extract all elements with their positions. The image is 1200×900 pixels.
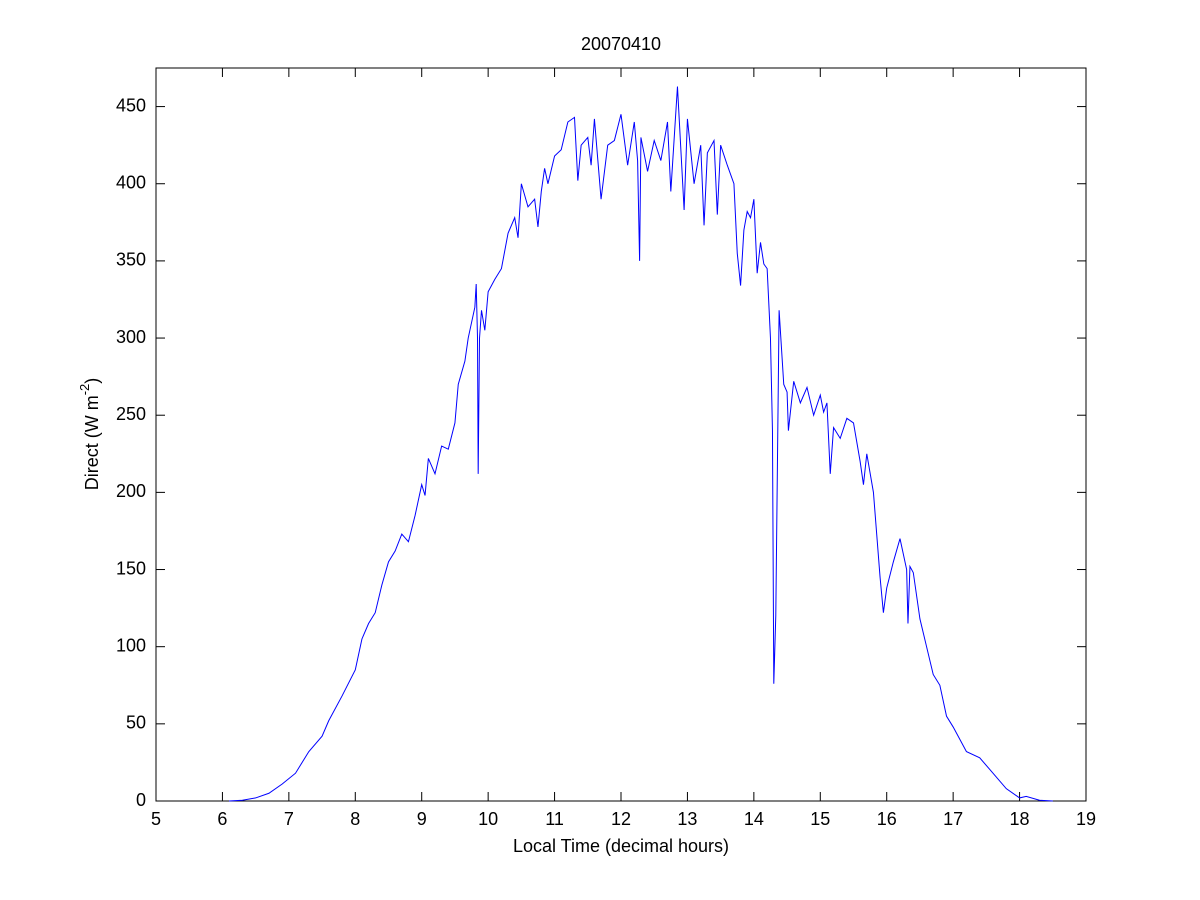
y-label-suffix: ) [82, 378, 102, 384]
y-tick-label: 50 [126, 713, 146, 733]
y-axis-label: Direct (W m-2) [77, 378, 101, 491]
plot-frame [155, 67, 1087, 802]
x-tick-label: 19 [1076, 809, 1096, 829]
x-axis-label: Local Time (decimal hours) [513, 836, 729, 856]
x-tick-label: 7 [284, 809, 294, 829]
x-tick-label: 9 [417, 809, 427, 829]
y-label-superscript: -2 [77, 384, 92, 396]
x-tick-label: 6 [217, 809, 227, 829]
y-label-text: Direct (W m [82, 395, 102, 490]
x-tick-label: 13 [677, 809, 697, 829]
x-tick-label: 12 [611, 809, 631, 829]
y-tick-label: 200 [116, 481, 146, 501]
y-tick-label: 100 [116, 635, 146, 655]
x-tick-label: 17 [943, 809, 963, 829]
x-tick-label: 10 [478, 809, 498, 829]
y-tick-label: 300 [116, 327, 146, 347]
y-tick-label: 450 [116, 95, 146, 115]
x-tick-label: 11 [545, 809, 564, 829]
y-tick-label: 400 [116, 172, 146, 192]
x-tick-label: 8 [350, 809, 360, 829]
x-tick-label: 5 [151, 809, 161, 829]
x-tick-label: 18 [1010, 809, 1030, 829]
x-tick-label: 15 [810, 809, 830, 829]
y-tick-label: 0 [136, 790, 146, 810]
data-line [229, 86, 1053, 802]
y-tick-label: 150 [116, 558, 146, 578]
x-tick-label: 14 [744, 809, 764, 829]
y-tick-label: 250 [116, 404, 146, 424]
x-tick-label: 16 [877, 809, 897, 829]
y-tick-label: 350 [116, 250, 146, 270]
chart-title: 20070410 [581, 34, 661, 54]
